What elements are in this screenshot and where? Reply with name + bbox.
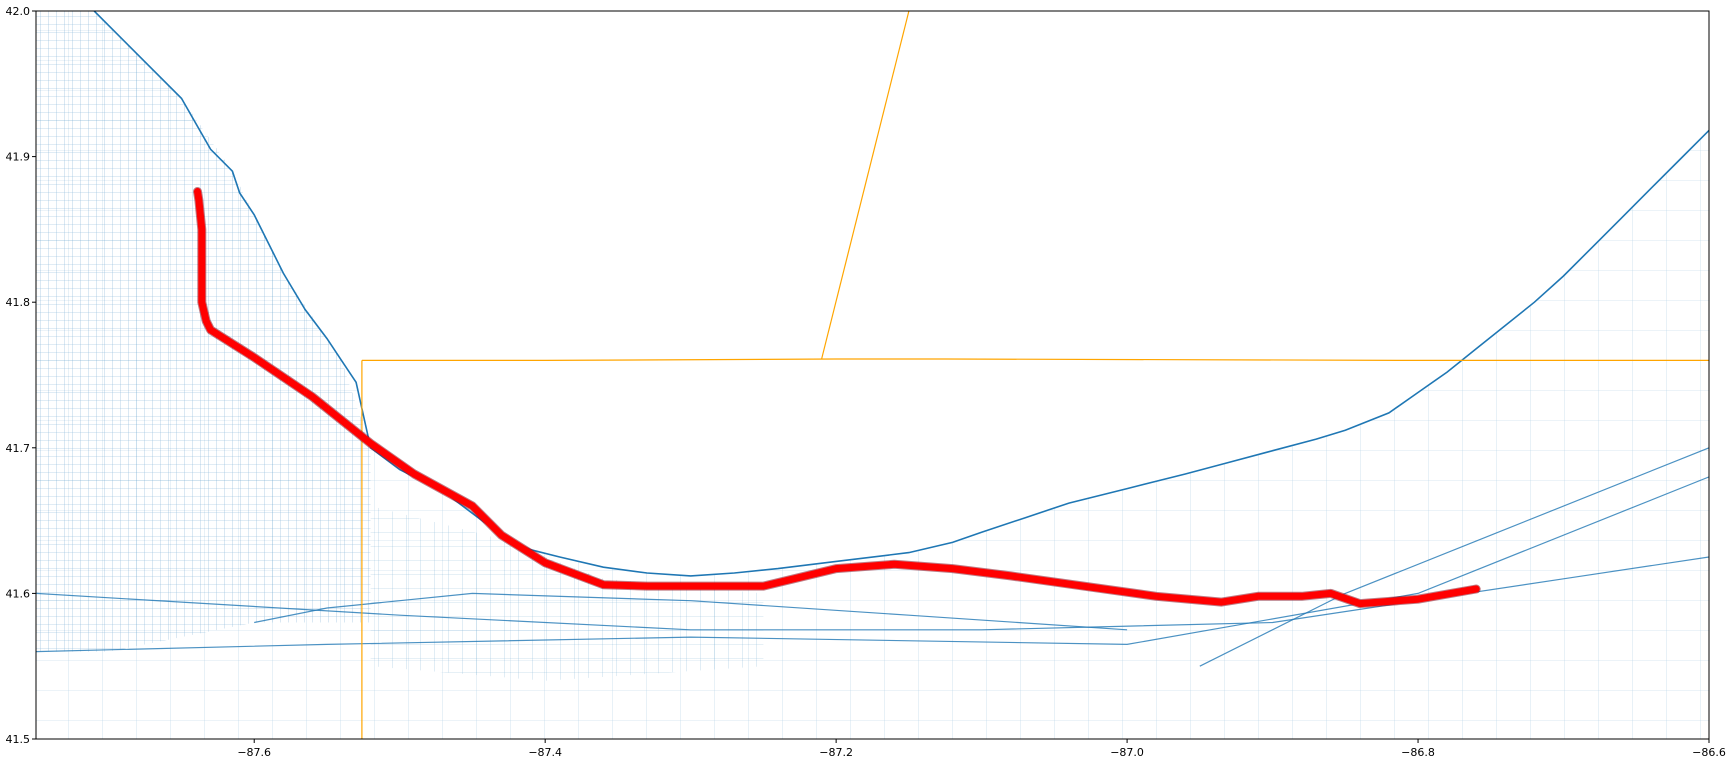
x-tick-label-3: −87.2 <box>819 746 853 759</box>
road-network <box>36 11 1709 739</box>
train-route <box>193 187 1481 609</box>
x-tick-label-1: −87.6 <box>237 746 271 759</box>
x-tick-label-6: −86.6 <box>1692 746 1726 759</box>
axes-frame <box>35 10 1710 740</box>
y-tick-label-2: 41.6 <box>6 587 31 600</box>
state-border-3 <box>821 11 910 360</box>
highway-line-4 <box>1199 447 1709 667</box>
y-tick-label-5: 41.9 <box>6 151 31 164</box>
y-axis: 41.5 41.6 41.7 41.8 41.9 42.0 <box>6 5 36 746</box>
road-network-urban-area <box>36 11 371 652</box>
x-axis: −87.6 −87.4 −87.2 −87.0 −86.8 −86.6 <box>237 739 1726 759</box>
state-borders <box>361 11 1709 739</box>
highway-line-2 <box>36 476 1709 653</box>
y-tick-label-6: 42.0 <box>6 5 31 18</box>
x-tick-label-2: −87.4 <box>528 746 562 759</box>
highway-line-1 <box>36 556 1709 631</box>
highway-lines <box>36 447 1709 667</box>
highway-line-3 <box>254 592 1128 631</box>
state-border-2 <box>361 358 1709 361</box>
route-line <box>194 188 1480 608</box>
y-tick-label-4: 41.8 <box>6 296 31 309</box>
lake-shoreline <box>93 11 1709 577</box>
x-tick-label-4: −87.0 <box>1110 746 1144 759</box>
x-tick-label-5: −86.8 <box>1401 746 1435 759</box>
y-tick-label-3: 41.7 <box>6 442 31 455</box>
y-tick-label-1: 41.5 <box>6 733 31 746</box>
